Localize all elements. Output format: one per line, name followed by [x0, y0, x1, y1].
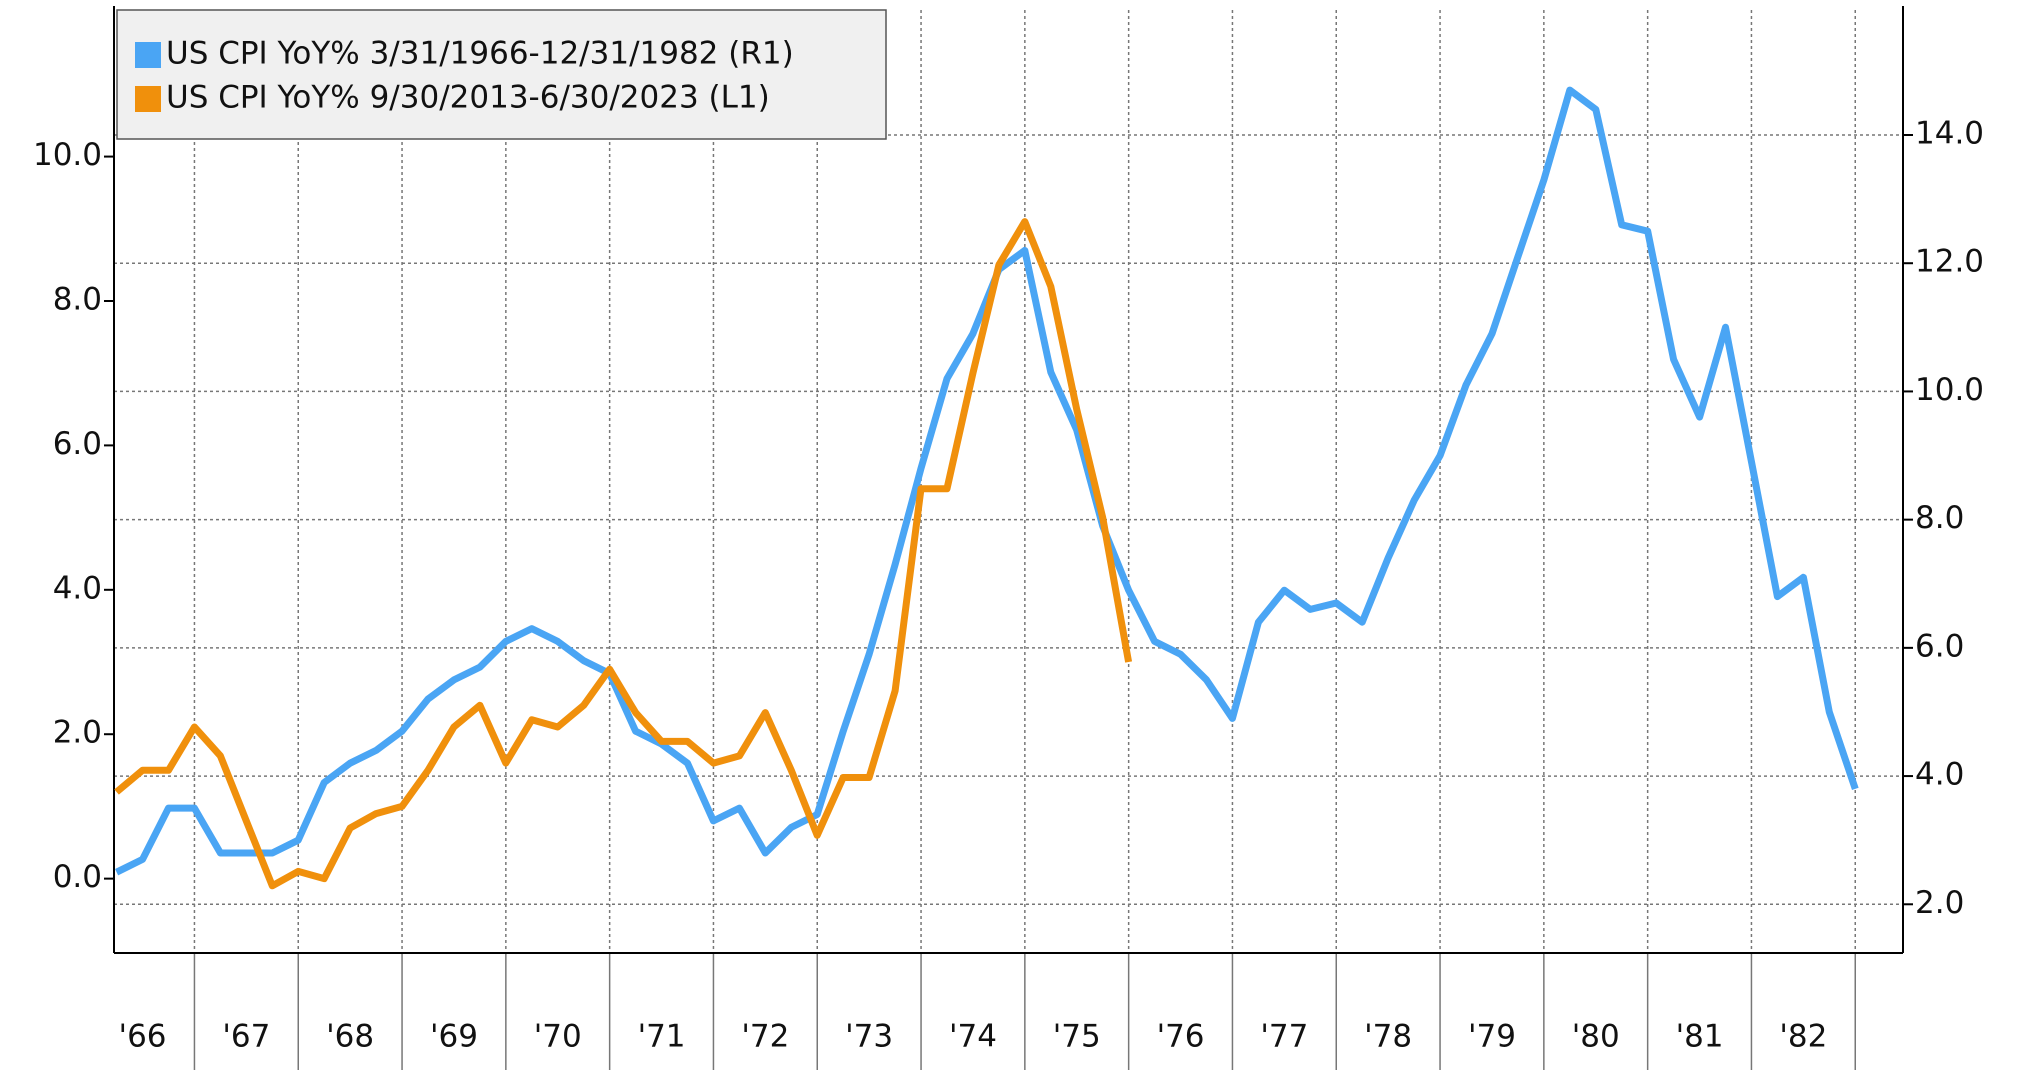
x-tick-label: '71: [638, 1019, 686, 1055]
x-tick-label: '67: [222, 1019, 270, 1055]
y2-tick-label: 2.0: [1915, 885, 1964, 921]
x-tick-label: '79: [1468, 1019, 1516, 1055]
y2-tick-label: 14.0: [1915, 116, 1984, 152]
x-tick-label: '68: [326, 1019, 374, 1055]
legend-label: US CPI YoY% 3/31/1966-12/31/1982 (R1): [166, 36, 794, 72]
x-tick-label: '69: [430, 1019, 478, 1055]
x-tick-label: '78: [1364, 1019, 1412, 1055]
x-tick-label: '66: [119, 1019, 167, 1055]
y-tick-label: 2.0: [53, 715, 102, 751]
y2-tick-label: 10.0: [1915, 372, 1984, 408]
legend-swatch: [135, 42, 161, 68]
x-tick-label: '81: [1676, 1019, 1724, 1055]
series-line: [114, 218, 1133, 890]
legend-label: US CPI YoY% 9/30/2013-6/30/2023 (L1): [166, 80, 770, 116]
x-tick-label: '82: [1779, 1019, 1827, 1055]
y2-tick-label: 4.0: [1915, 757, 1964, 793]
x-tick-label: '77: [1260, 1019, 1308, 1055]
x-tick-label: '73: [845, 1019, 893, 1055]
y-tick-label: 10.0: [33, 137, 102, 173]
y2-tick-label: 8.0: [1915, 500, 1964, 536]
legend-box: [116, 9, 887, 140]
y-tick-label: 8.0: [53, 281, 102, 317]
legend: US CPI YoY% 3/31/1966-12/31/1982 (R1) US …: [116, 9, 887, 140]
x-tick-label: '70: [534, 1019, 582, 1055]
series-line: [115, 86, 1859, 876]
y-tick-label: 6.0: [53, 426, 102, 462]
y2-tick-label: 12.0: [1915, 244, 1984, 280]
y-tick-label: 0.0: [53, 859, 102, 895]
x-tick-label: '72: [741, 1019, 789, 1055]
x-tick-label: '76: [1157, 1019, 1205, 1055]
x-tick-label: '75: [1053, 1019, 1101, 1055]
legend-swatch: [135, 86, 161, 112]
x-tick-label: '74: [949, 1019, 997, 1055]
y-tick-label: 4.0: [53, 570, 102, 606]
y2-tick-label: 6.0: [1915, 628, 1964, 664]
x-tick-label: '80: [1572, 1019, 1620, 1055]
